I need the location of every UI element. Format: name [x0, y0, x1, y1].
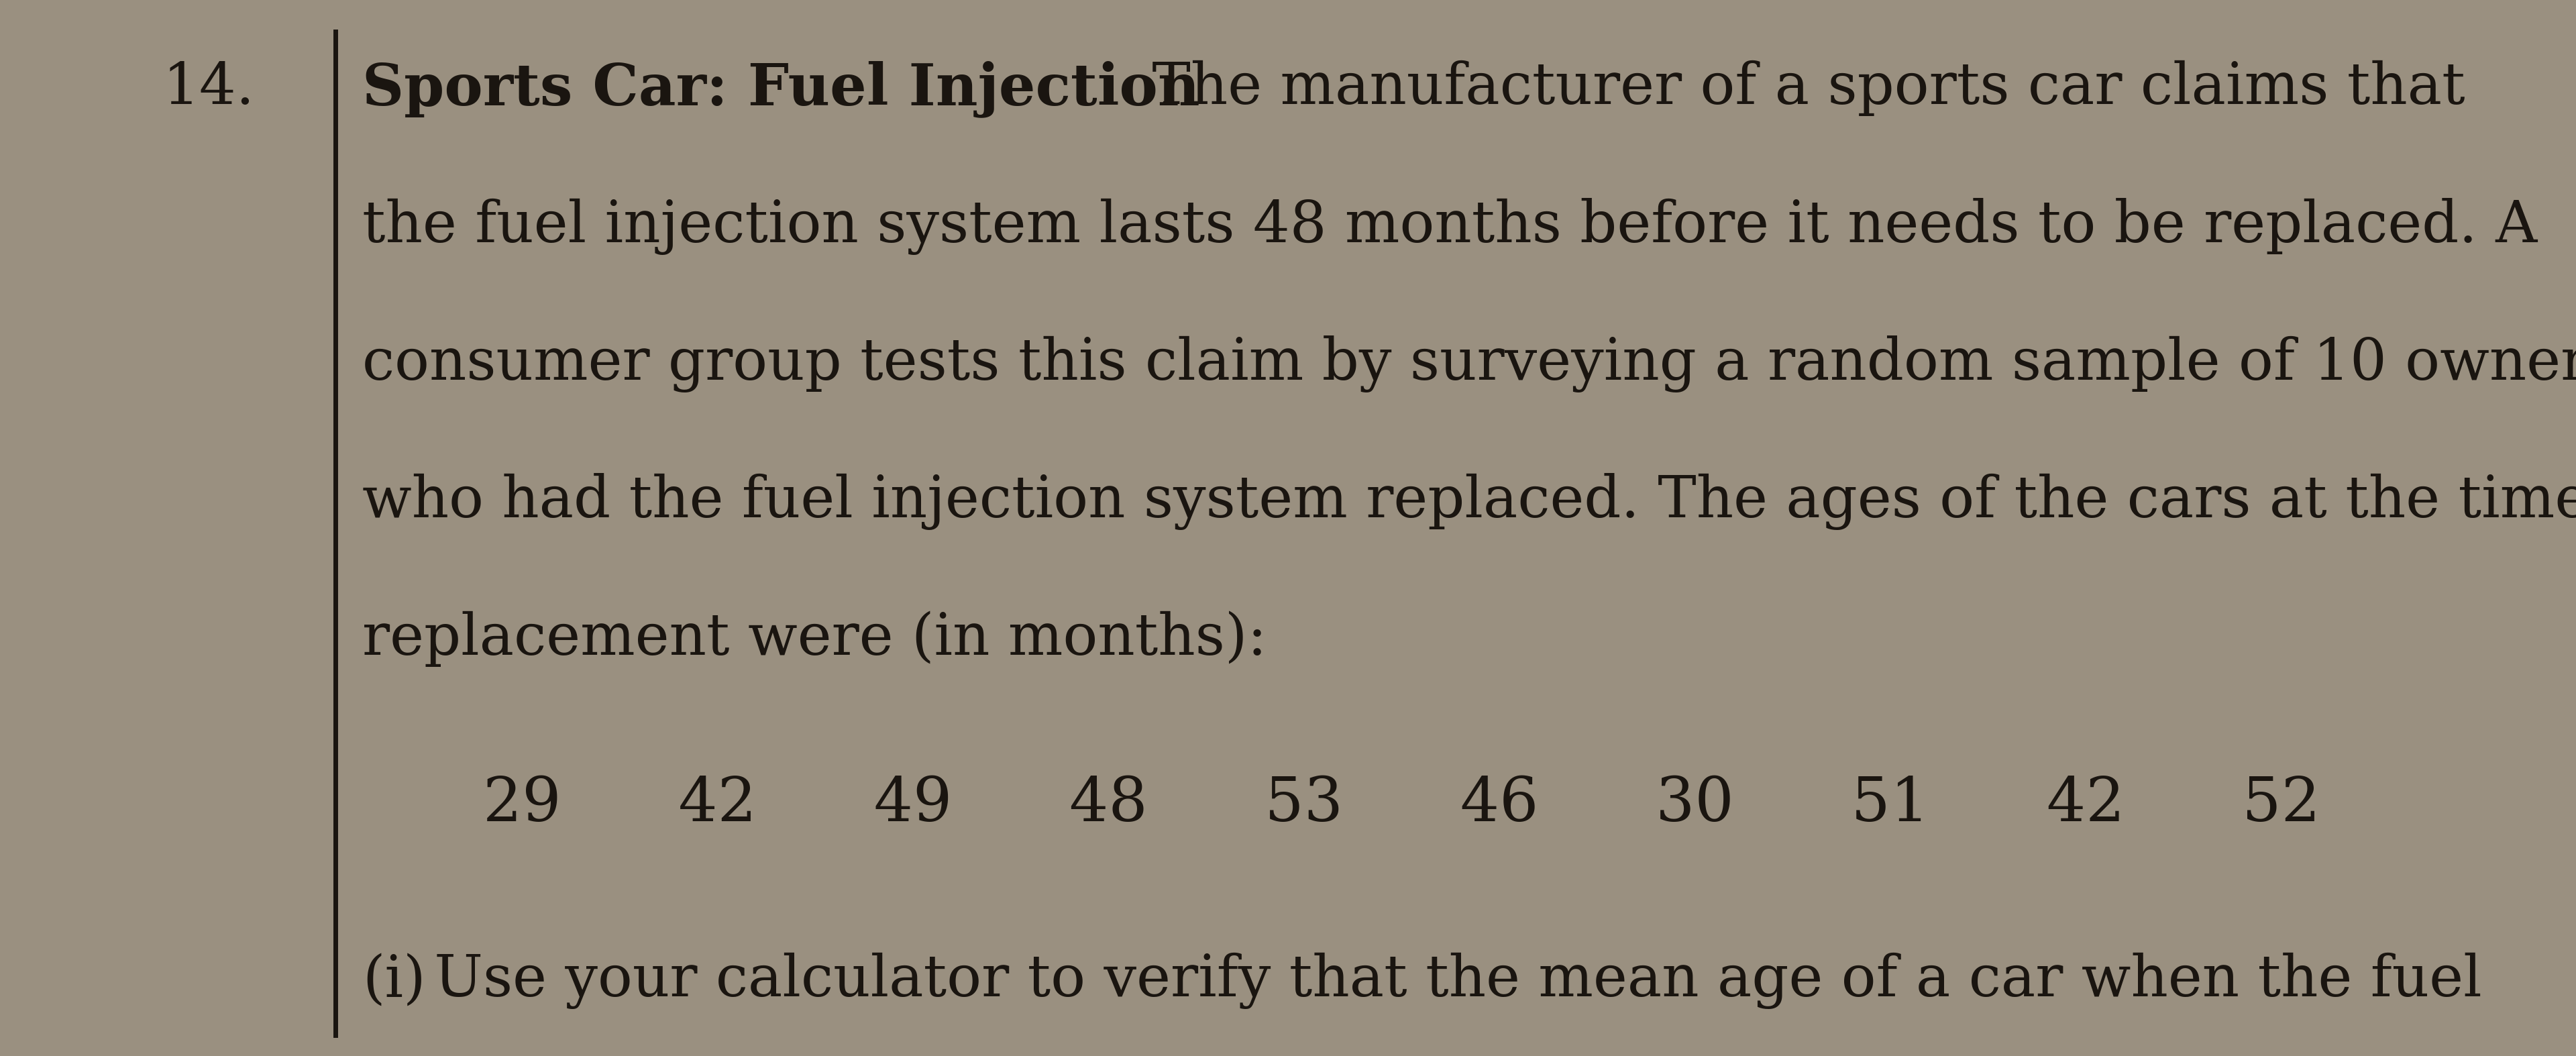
Text: the fuel injection system lasts 48 months before it needs to be replaced. A: the fuel injection system lasts 48 month…: [363, 197, 2537, 254]
Text: consumer group tests this claim by surveying a random sample of 10 owners: consumer group tests this claim by surve…: [363, 336, 2576, 393]
Text: Use your calculator to verify that the mean age of a car when the fuel: Use your calculator to verify that the m…: [415, 953, 2481, 1010]
Text: who had the fuel injection system replaced. The ages of the cars at the time of: who had the fuel injection system replac…: [363, 473, 2576, 530]
Text: 14.: 14.: [162, 60, 255, 116]
Text: replacement were (in months):: replacement were (in months):: [363, 610, 1267, 666]
Text: The manufacturer of a sports car claims that: The manufacturer of a sports car claims …: [1133, 60, 2465, 116]
Text: Sports Car: Fuel Injection: Sports Car: Fuel Injection: [363, 60, 1200, 117]
Text: 29      42      49      48      53      46      30      51      42      52: 29 42 49 48 53 46 30 51 42 52: [484, 775, 2321, 834]
Text: (i): (i): [363, 953, 425, 1008]
